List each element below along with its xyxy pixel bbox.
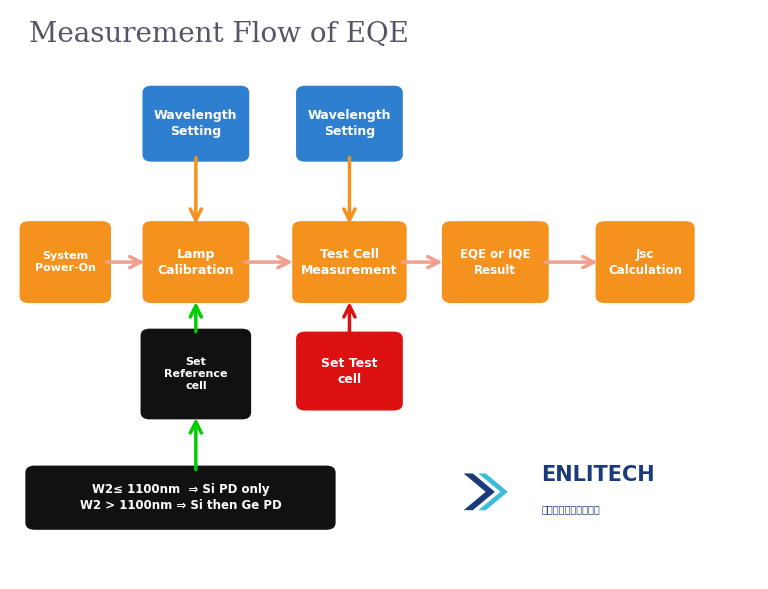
Text: EQE or IQE
Result: EQE or IQE Result bbox=[460, 247, 531, 277]
FancyBboxPatch shape bbox=[143, 85, 249, 161]
Text: Wavelength
Setting: Wavelength Setting bbox=[154, 109, 237, 138]
Text: 光岁科技股份有限公司: 光岁科技股份有限公司 bbox=[541, 505, 600, 514]
Text: Lamp
Calibration: Lamp Calibration bbox=[157, 247, 234, 277]
Text: Measurement Flow of EQE: Measurement Flow of EQE bbox=[29, 21, 409, 48]
FancyBboxPatch shape bbox=[296, 85, 402, 161]
FancyBboxPatch shape bbox=[442, 221, 548, 303]
Text: Jsc
Calculation: Jsc Calculation bbox=[608, 247, 682, 277]
FancyBboxPatch shape bbox=[20, 221, 111, 303]
FancyBboxPatch shape bbox=[292, 221, 406, 303]
Polygon shape bbox=[464, 474, 495, 510]
Text: ENLITECH: ENLITECH bbox=[541, 465, 655, 485]
FancyBboxPatch shape bbox=[25, 465, 336, 530]
Text: System
Power-On: System Power-On bbox=[35, 251, 96, 273]
Text: Set Test
cell: Set Test cell bbox=[321, 356, 378, 386]
FancyBboxPatch shape bbox=[141, 329, 251, 419]
Polygon shape bbox=[478, 474, 508, 510]
FancyBboxPatch shape bbox=[595, 221, 694, 303]
Text: W2≤ 1100nm  ⇒ Si PD only
W2 > 1100nm ⇒ Si then Ge PD: W2≤ 1100nm ⇒ Si PD only W2 > 1100nm ⇒ Si… bbox=[80, 483, 281, 512]
FancyBboxPatch shape bbox=[296, 332, 402, 411]
Text: Set
Reference
cell: Set Reference cell bbox=[164, 356, 227, 392]
Text: Test Cell
Measurement: Test Cell Measurement bbox=[301, 247, 398, 277]
Text: Wavelength
Setting: Wavelength Setting bbox=[308, 109, 391, 138]
FancyBboxPatch shape bbox=[143, 221, 249, 303]
